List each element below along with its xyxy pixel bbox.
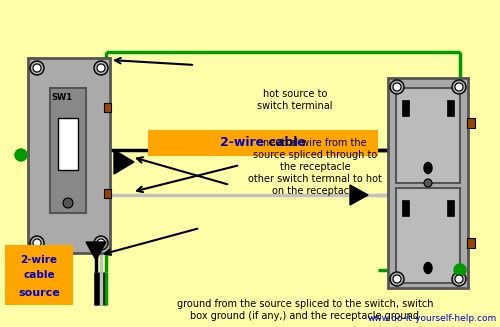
Text: 2-wire cable: 2-wire cable — [220, 136, 306, 149]
Circle shape — [30, 236, 44, 250]
Bar — [467, 118, 475, 128]
Polygon shape — [350, 185, 368, 205]
Circle shape — [455, 83, 463, 91]
Bar — [447, 200, 454, 216]
Circle shape — [455, 275, 463, 283]
Bar — [104, 103, 111, 112]
Circle shape — [30, 61, 44, 75]
Text: neutral wire from the
source spliced through to
the receptacle: neutral wire from the source spliced thr… — [253, 138, 377, 172]
Bar — [104, 189, 111, 198]
Circle shape — [393, 83, 401, 91]
Bar — [148, 130, 378, 156]
Circle shape — [452, 272, 466, 286]
Bar — [58, 118, 78, 170]
Bar — [396, 88, 460, 183]
Bar — [447, 100, 454, 116]
Circle shape — [97, 239, 105, 247]
Text: source: source — [18, 288, 60, 298]
Circle shape — [97, 64, 105, 72]
Circle shape — [94, 236, 108, 250]
Text: ground from the source spliced to the switch, switch
box ground (if any,) and th: ground from the source spliced to the sw… — [177, 299, 433, 321]
Text: 2-wire: 2-wire — [20, 255, 58, 265]
Circle shape — [15, 149, 27, 161]
Circle shape — [63, 198, 73, 208]
Bar — [396, 188, 460, 283]
Bar — [50, 88, 86, 213]
Circle shape — [424, 179, 432, 187]
Circle shape — [33, 239, 41, 247]
Polygon shape — [114, 150, 134, 174]
Bar — [388, 78, 468, 288]
Bar — [402, 100, 409, 116]
Ellipse shape — [424, 263, 432, 273]
Circle shape — [390, 80, 404, 94]
Text: SW1: SW1 — [51, 93, 72, 102]
Circle shape — [454, 264, 466, 276]
Circle shape — [94, 61, 108, 75]
Bar — [5, 245, 73, 305]
Text: cable: cable — [23, 270, 55, 280]
Bar — [28, 58, 110, 253]
Polygon shape — [86, 242, 106, 260]
Text: hot source to
switch terminal: hot source to switch terminal — [257, 89, 333, 111]
Bar — [402, 200, 409, 216]
Text: www.do-it-yourself-help.com: www.do-it-yourself-help.com — [368, 314, 497, 323]
Text: other switch termnal to hot
on the receptacle: other switch termnal to hot on the recep… — [248, 174, 382, 196]
Circle shape — [390, 272, 404, 286]
Ellipse shape — [424, 163, 432, 174]
Circle shape — [33, 64, 41, 72]
Circle shape — [393, 275, 401, 283]
Circle shape — [452, 80, 466, 94]
Bar — [467, 238, 475, 248]
